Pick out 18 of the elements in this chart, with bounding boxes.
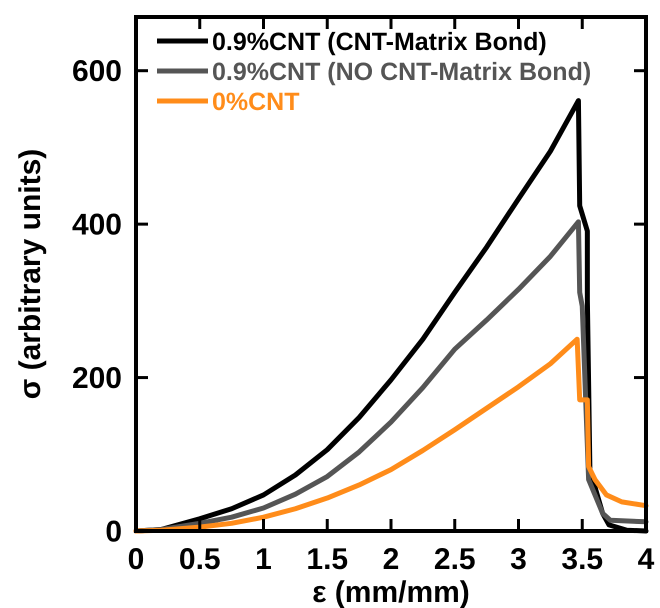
x-tick-label: 0 bbox=[128, 543, 144, 576]
x-tick-label: 0.5 bbox=[178, 543, 221, 576]
y-tick-label: 600 bbox=[72, 55, 122, 88]
legend-label: 0.9%CNT (CNT-Matrix Bond) bbox=[212, 28, 547, 56]
y-tick-label: 0 bbox=[105, 516, 122, 548]
x-tick-label: 4 bbox=[638, 543, 655, 576]
x-axis-title: ε (mm/mm) bbox=[312, 576, 470, 608]
x-tick-label: 3.5 bbox=[561, 543, 604, 576]
y-tick-label: 200 bbox=[72, 362, 122, 396]
x-tick-label: 3 bbox=[510, 543, 527, 576]
y-tick-label: 400 bbox=[72, 208, 122, 242]
legend-label: 0.9%CNT (NO CNT-Matrix Bond) bbox=[212, 58, 592, 86]
legend-label: 0%CNT bbox=[212, 88, 300, 116]
x-tick-label: 1.5 bbox=[306, 543, 348, 576]
x-tick-label: 2.5 bbox=[434, 543, 476, 576]
y-axis-title: σ (arbitrary units) bbox=[14, 148, 47, 400]
x-tick-label: 2 bbox=[382, 543, 400, 576]
x-tick-label: 1 bbox=[255, 543, 272, 576]
